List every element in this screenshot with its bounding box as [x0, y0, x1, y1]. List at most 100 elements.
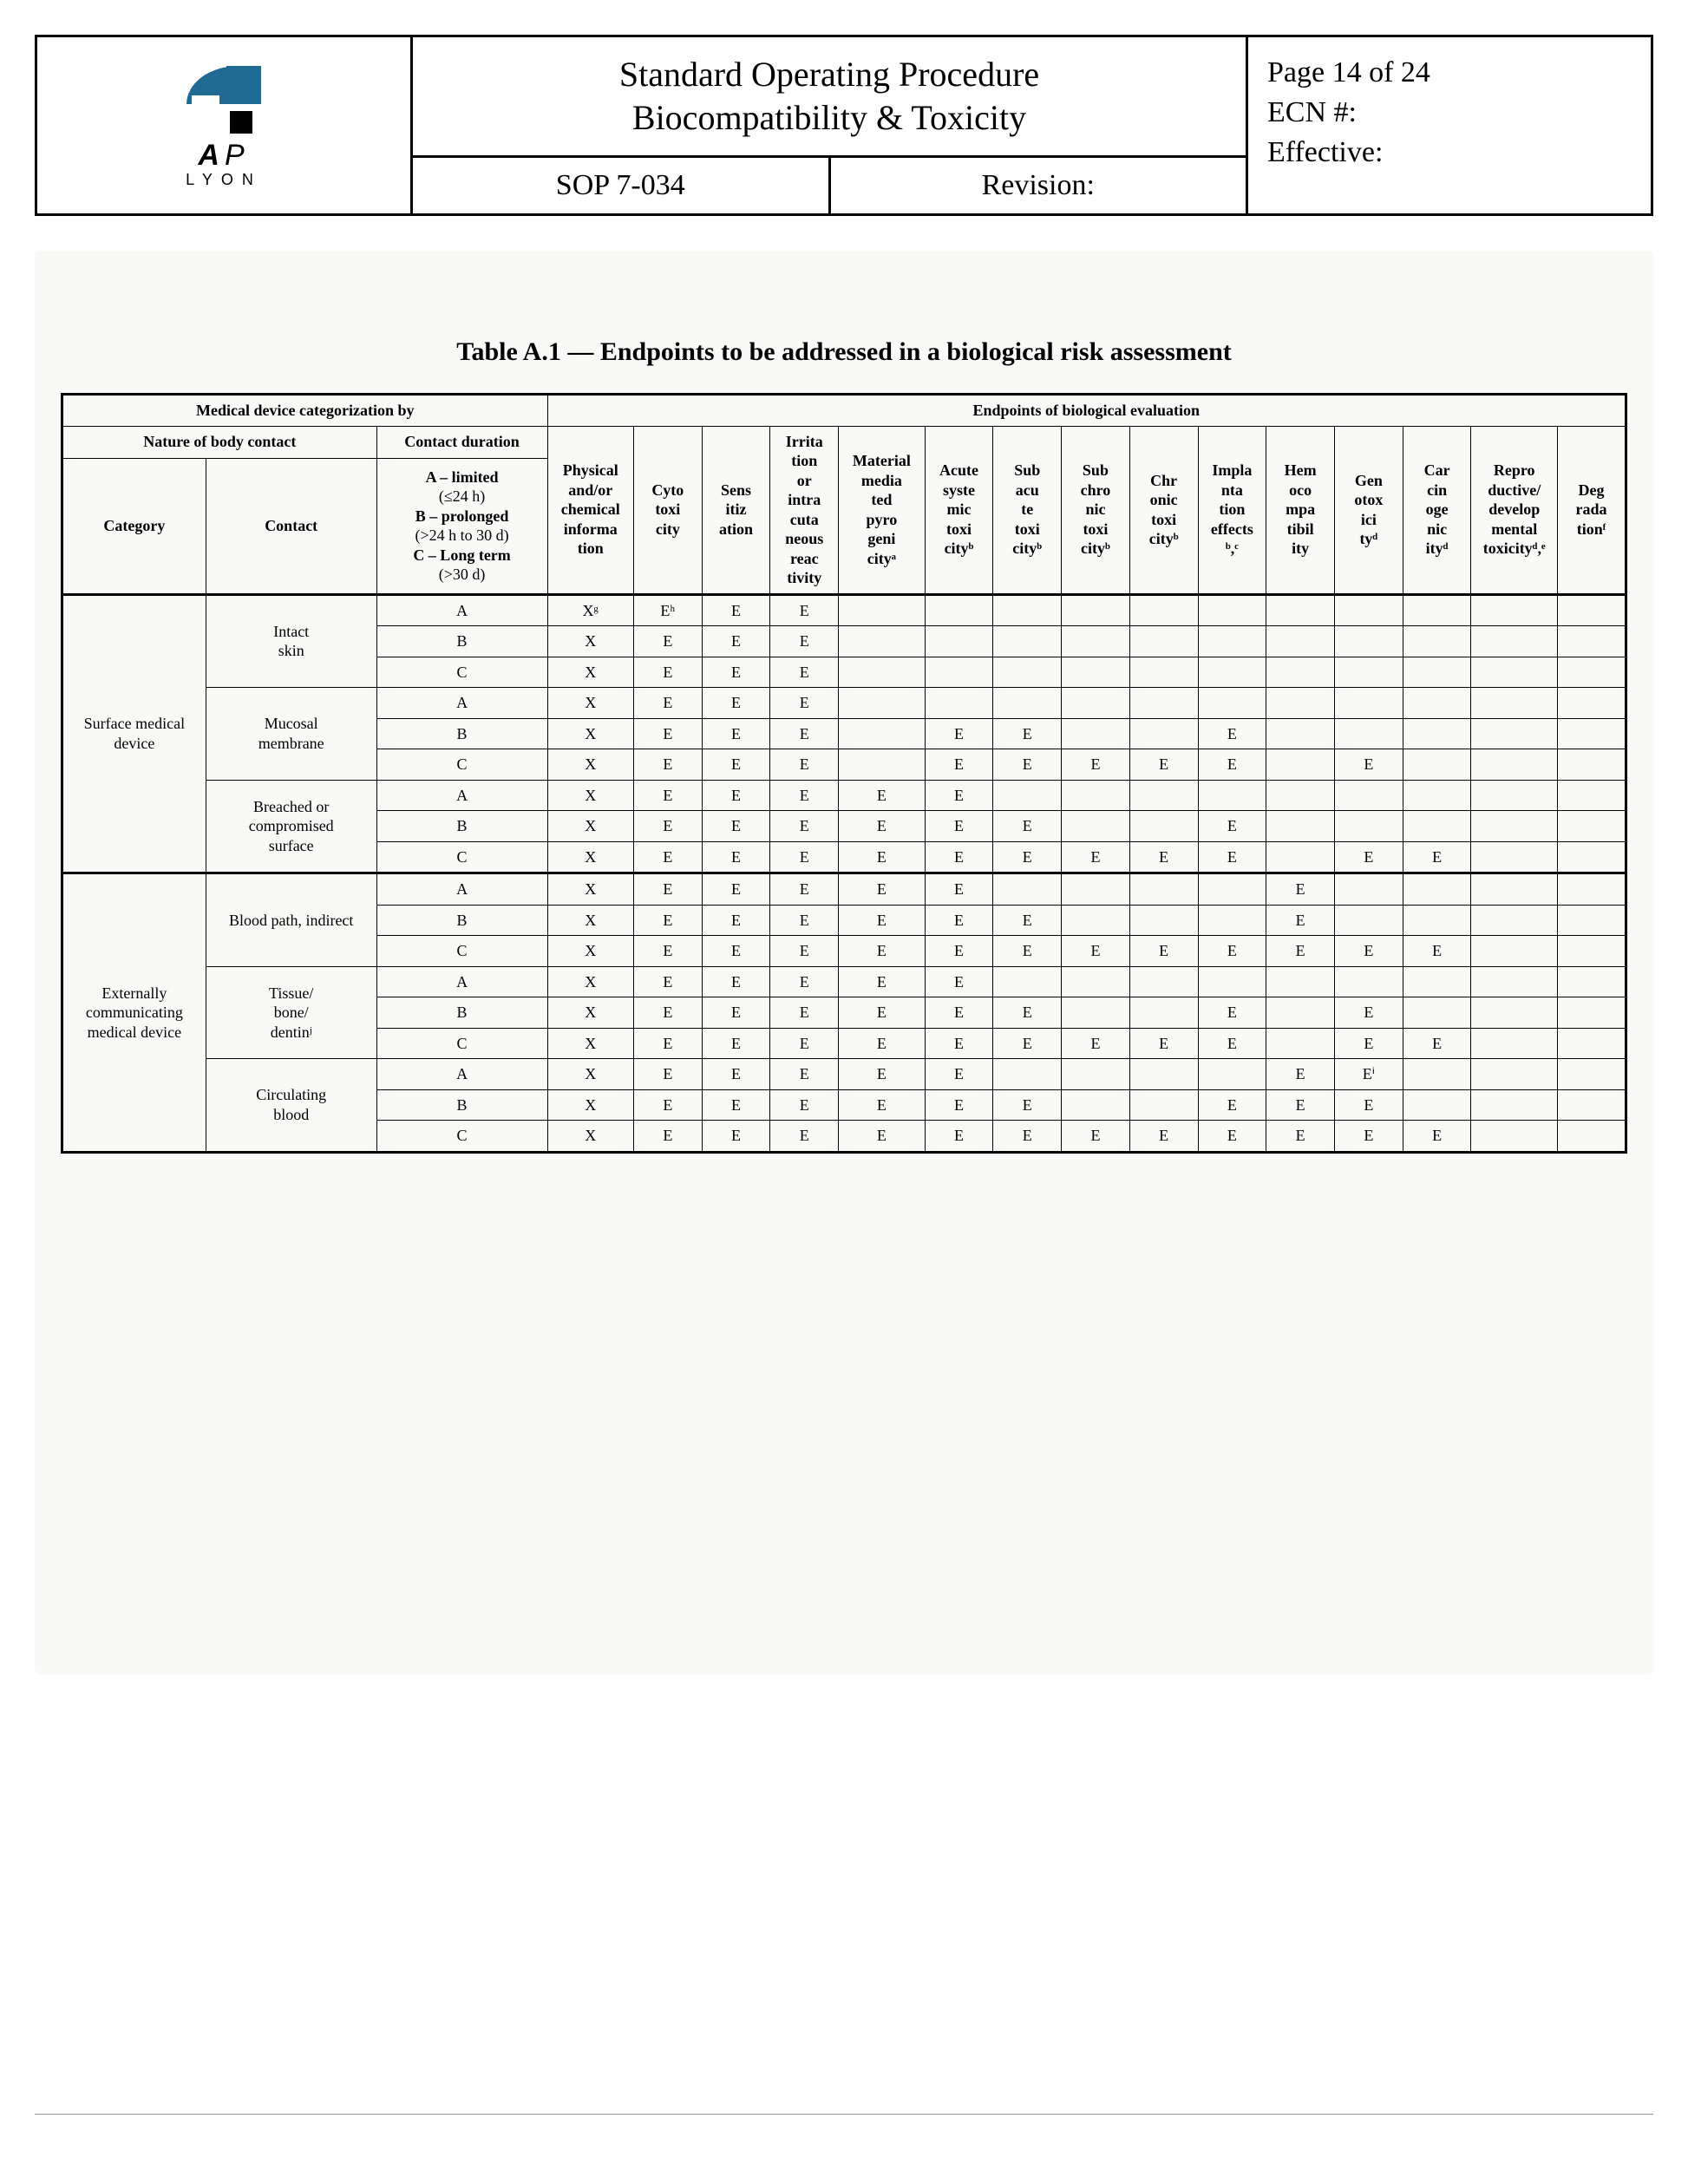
- endpoint-cell: [1266, 780, 1335, 811]
- endpoint-cell: E: [1266, 905, 1335, 936]
- endpoint-cell: [1129, 1059, 1198, 1090]
- endpoint-cell: [1335, 966, 1403, 997]
- endpoint-cell: E: [1129, 749, 1198, 781]
- endpoint-cell: E: [1198, 1089, 1266, 1121]
- th-endpoint-13: Reproductive/developmentaltoxicityᵈ,ᵉ: [1471, 426, 1557, 594]
- endpoint-cell: E: [770, 688, 839, 719]
- endpoint-cell: E: [925, 718, 993, 749]
- endpoint-cell: [1471, 718, 1557, 749]
- endpoint-cell: E: [770, 811, 839, 842]
- endpoint-cell: [1129, 966, 1198, 997]
- endpoint-cell: X: [547, 873, 633, 906]
- endpoint-cell: E: [770, 1121, 839, 1153]
- endpoint-cell: E: [925, 780, 993, 811]
- endpoint-cell: [993, 626, 1062, 657]
- th-contact: Contact: [206, 458, 376, 594]
- endpoint-cell: E: [1198, 811, 1266, 842]
- endpoint-cell: [1129, 594, 1198, 626]
- th-duration-legend: A – limited(≤24 h)B – prolonged(>24 h to…: [376, 458, 547, 594]
- endpoint-cell: E: [1335, 1121, 1403, 1153]
- th-endpoint-0: Physicaland/orchemicalinformation: [547, 426, 633, 594]
- endpoint-cell: E: [702, 1089, 770, 1121]
- endpoint-cell: [1403, 718, 1471, 749]
- endpoint-cell: E: [925, 966, 993, 997]
- endpoint-cell: E: [1335, 749, 1403, 781]
- endpoint-cell: E: [702, 626, 770, 657]
- duration-cell: A: [376, 1059, 547, 1090]
- endpoint-cell: E: [702, 594, 770, 626]
- duration-cell: C: [376, 749, 547, 781]
- endpoint-cell: E: [1062, 936, 1130, 967]
- endpoint-cell: [1198, 966, 1266, 997]
- endpoint-cell: E: [702, 780, 770, 811]
- endpoint-cell: [1266, 811, 1335, 842]
- endpoint-cell: X: [547, 626, 633, 657]
- endpoint-cell: E: [633, 1089, 702, 1121]
- endpoint-cell: [1335, 657, 1403, 688]
- endpoint-cell: [993, 594, 1062, 626]
- endpoint-cell: E: [1335, 997, 1403, 1029]
- endpoint-cell: E: [702, 905, 770, 936]
- endpoint-cell: E: [993, 997, 1062, 1029]
- endpoint-cell: E: [839, 1089, 925, 1121]
- endpoint-cell: E: [993, 811, 1062, 842]
- endpoint-cell: E: [702, 657, 770, 688]
- endpoint-cell: [1403, 811, 1471, 842]
- th-endpoint-9: Implantationeffectsᵇ,ᶜ: [1198, 426, 1266, 594]
- endpoint-cell: [1403, 1089, 1471, 1121]
- th-endpoint-6: Subacutetoxicityᵇ: [993, 426, 1062, 594]
- endpoint-cell: E: [1062, 749, 1130, 781]
- th-medcat: Medical device categorization by: [62, 395, 548, 427]
- duration-cell: A: [376, 966, 547, 997]
- endpoint-cell: [993, 966, 1062, 997]
- endpoint-cell: E: [702, 1028, 770, 1059]
- endpoint-cell: E: [770, 749, 839, 781]
- endpoint-cell: E: [839, 905, 925, 936]
- endpoint-cell: [1266, 626, 1335, 657]
- endpoint-cell: [1129, 626, 1198, 657]
- endpoint-cell: [1471, 997, 1557, 1029]
- endpoint-cell: [1557, 905, 1626, 936]
- endpoint-cell: [1198, 905, 1266, 936]
- endpoint-cell: [1266, 1028, 1335, 1059]
- endpoint-cell: E: [1403, 841, 1471, 873]
- endpoint-cell: [1335, 626, 1403, 657]
- endpoint-cell: [1471, 905, 1557, 936]
- endpoint-cell: E: [633, 936, 702, 967]
- endpoint-cell: E: [993, 841, 1062, 873]
- endpoint-cell: [1471, 657, 1557, 688]
- doc-meta: Page 14 of 24 ECN #: Effective:: [1246, 37, 1651, 213]
- endpoint-cell: E: [839, 873, 925, 906]
- endpoint-cell: [1557, 1089, 1626, 1121]
- endpoint-cell: E: [839, 1028, 925, 1059]
- biological-endpoints-table: Medical device categorization byEndpoint…: [61, 393, 1627, 1154]
- endpoint-cell: [1557, 1121, 1626, 1153]
- endpoint-cell: E: [702, 936, 770, 967]
- endpoint-cell: E: [1198, 997, 1266, 1029]
- endpoint-cell: [1062, 811, 1130, 842]
- endpoint-cell: E: [993, 1089, 1062, 1121]
- logo-cell: AP LYON: [37, 37, 413, 213]
- endpoint-cell: E: [1266, 1121, 1335, 1153]
- endpoint-cell: E: [702, 718, 770, 749]
- endpoint-cell: X: [547, 936, 633, 967]
- endpoint-cell: [1062, 905, 1130, 936]
- endpoint-cell: [1471, 780, 1557, 811]
- endpoint-cell: [1062, 1059, 1130, 1090]
- endpoint-cell: E: [993, 936, 1062, 967]
- endpoint-cell: E: [633, 966, 702, 997]
- endpoint-cell: [1335, 811, 1403, 842]
- endpoint-cell: [1403, 688, 1471, 719]
- endpoint-cell: E: [633, 780, 702, 811]
- endpoint-cell: E: [1335, 1089, 1403, 1121]
- endpoint-cell: [1266, 718, 1335, 749]
- endpoint-cell: [925, 657, 993, 688]
- endpoint-cell: E: [1129, 936, 1198, 967]
- duration-cell: C: [376, 1028, 547, 1059]
- endpoint-cell: E: [839, 780, 925, 811]
- endpoint-cell: [839, 626, 925, 657]
- endpoint-cell: [1471, 594, 1557, 626]
- duration-cell: B: [376, 718, 547, 749]
- endpoint-cell: [839, 688, 925, 719]
- endpoint-cell: E: [1266, 936, 1335, 967]
